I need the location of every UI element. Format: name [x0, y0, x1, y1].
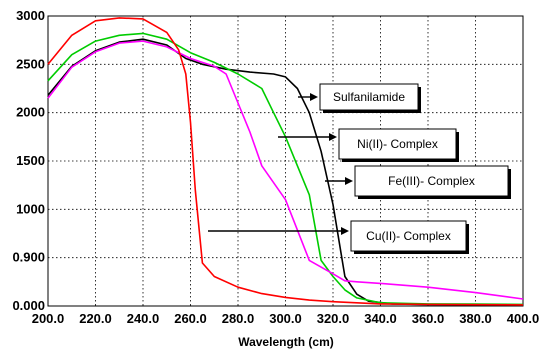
annotation-arrowhead — [345, 177, 353, 185]
annotation-arrowhead — [341, 227, 349, 235]
series-line-ni-ii-complex — [47, 32, 524, 306]
y-tick-label: 1500 — [16, 153, 45, 168]
y-tick-label: 0.000 — [12, 298, 45, 313]
x-tick-label: 380.0 — [459, 311, 492, 326]
y-tick-label: 0.900 — [12, 250, 45, 265]
x-tick-label: 340.0 — [364, 311, 397, 326]
x-axis-label: Wavelength (cm) — [238, 335, 334, 349]
x-tick-label: 220.0 — [79, 311, 112, 326]
y-axis-ticks: 0.000 0.900 1000 1500 2000 2500 3000 — [12, 8, 45, 313]
y-tick-label: 2500 — [16, 56, 45, 71]
x-tick-label: 300.0 — [269, 311, 302, 326]
annotation-arrowhead — [310, 93, 318, 101]
annotation-label-ni-ii-complex: Ni(II)- Complex — [357, 137, 438, 151]
x-tick-label: 400.0 — [507, 311, 540, 326]
series-layer — [47, 17, 524, 306]
x-tick-label: 360.0 — [412, 311, 445, 326]
x-tick-label: 240.0 — [127, 311, 160, 326]
x-tick-label: 200.0 — [32, 311, 65, 326]
annotation-layer: Sulfanilamide Ni(II)- Complex Fe(III)- Com… — [208, 83, 511, 254]
y-tick-label: 2000 — [16, 105, 45, 120]
x-tick-label: 320.0 — [317, 311, 350, 326]
annotation-label-fe-iii-complex: Fe(III)- Complex — [388, 174, 475, 188]
annotation-arrowhead — [329, 133, 337, 141]
y-tick-label: 1000 — [16, 201, 45, 216]
annotation-label-sulfanilamide: Sulfanilamide — [333, 90, 405, 104]
x-tick-label: 280.0 — [222, 311, 255, 326]
annotation-label-cu-ii-complex: Cu(II)- Complex — [366, 229, 451, 243]
grid — [48, 16, 523, 306]
y-tick-label: 3000 — [16, 8, 45, 23]
x-tick-label: 260.0 — [174, 311, 207, 326]
series-line-cu-ii-complex — [47, 17, 524, 306]
x-axis-ticks: 200.0 220.0 240.0 260.0 280.0 300.0 320.0 340.0… — [32, 311, 540, 326]
annotation-box — [350, 220, 467, 252]
annotation-box — [354, 165, 509, 197]
series-line-fe-iii-complex — [47, 40, 524, 300]
annotation-box — [338, 128, 457, 160]
annotation-box — [319, 83, 419, 111]
